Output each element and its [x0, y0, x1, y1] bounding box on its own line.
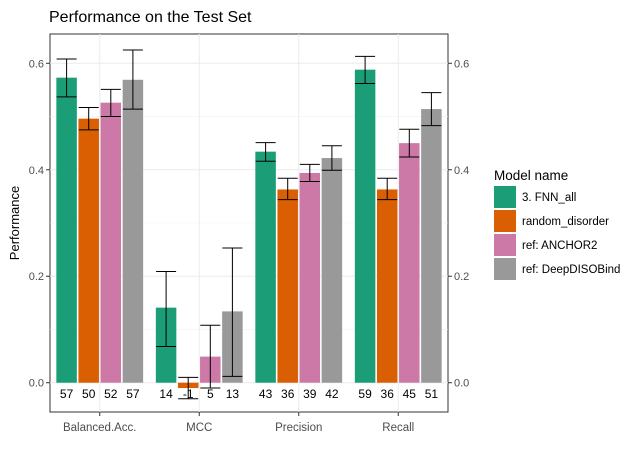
y-tick-label: 0.0	[29, 378, 44, 390]
legend-swatch	[494, 258, 516, 280]
bar	[277, 189, 298, 383]
legend-label: ref: ANCHOR2	[522, 240, 597, 252]
bar	[255, 151, 276, 383]
bar-value-label: 42	[325, 387, 339, 401]
legend-label: ref: DeepDISOBind	[522, 264, 620, 276]
bar-series	[56, 69, 442, 389]
legend-swatch	[494, 186, 516, 208]
bar	[56, 77, 77, 383]
bar-value-label: 39	[303, 387, 317, 401]
y-tick-label: 0.6	[29, 58, 44, 70]
bar-value-label: 57	[126, 387, 140, 401]
bar-value-label: 52	[104, 387, 118, 401]
y-tick-label-right: 0.6	[454, 58, 469, 70]
bar-value-label: 43	[259, 387, 273, 401]
y-tick-label: 0.4	[29, 165, 44, 177]
y-tick-label-right: 0.0	[454, 378, 469, 390]
y-axis-title: Performance	[7, 186, 22, 260]
bar-value-label: 36	[281, 387, 295, 401]
y-axis-left: 0.0 0.2 0.4 0.6	[29, 58, 50, 390]
bar-value-label: 50	[82, 387, 96, 401]
x-tick-label: Precision	[275, 422, 322, 434]
x-tick-label: MCC	[186, 422, 212, 434]
bar-value-label: 57	[60, 387, 74, 401]
bar-value-label: 51	[425, 387, 439, 401]
chart-title: Performance on the Test Set	[49, 9, 252, 26]
x-tick-label: Balanced.Acc.	[63, 422, 137, 434]
legend-swatch	[494, 210, 516, 232]
bar	[299, 172, 321, 383]
bar-value-label: -1	[183, 387, 194, 401]
bar	[376, 189, 398, 383]
bar-value-label: 45	[403, 387, 417, 401]
bar-value-label: 36	[381, 387, 395, 401]
error-bars	[56, 49, 442, 400]
bar	[399, 143, 420, 383]
bar	[354, 69, 376, 383]
bar-value-label: 5	[207, 387, 214, 401]
legend-label: random_disorder	[522, 216, 609, 228]
bar-value-label: 14	[159, 387, 173, 401]
bar	[321, 158, 343, 383]
y-axis-right: 0.0 0.2 0.4 0.6	[448, 58, 469, 390]
legend-swatch	[494, 234, 516, 256]
y-tick-label: 0.2	[29, 271, 44, 283]
x-axis: Balanced.Acc. MCC Precision Recall	[63, 412, 414, 434]
y-tick-label-right: 0.4	[454, 165, 469, 177]
legend-label: 3. FNN_all	[522, 192, 576, 204]
bar-value-labels: 57 14 43 59 50 -1 36 36 52 5 39 45 57 13 42 51	[60, 387, 438, 401]
bar	[421, 109, 442, 383]
legend-title: Model name	[494, 168, 568, 183]
x-tick-label: Recall	[382, 422, 414, 434]
bar-value-label: 59	[358, 387, 372, 401]
bar	[78, 118, 99, 383]
legend: Model name 3. FNN_all random_disorder ref:…	[494, 168, 620, 280]
bar-value-label: 13	[226, 387, 240, 401]
bar	[100, 102, 122, 383]
y-tick-label-right: 0.2	[454, 271, 469, 283]
bar	[122, 79, 144, 383]
